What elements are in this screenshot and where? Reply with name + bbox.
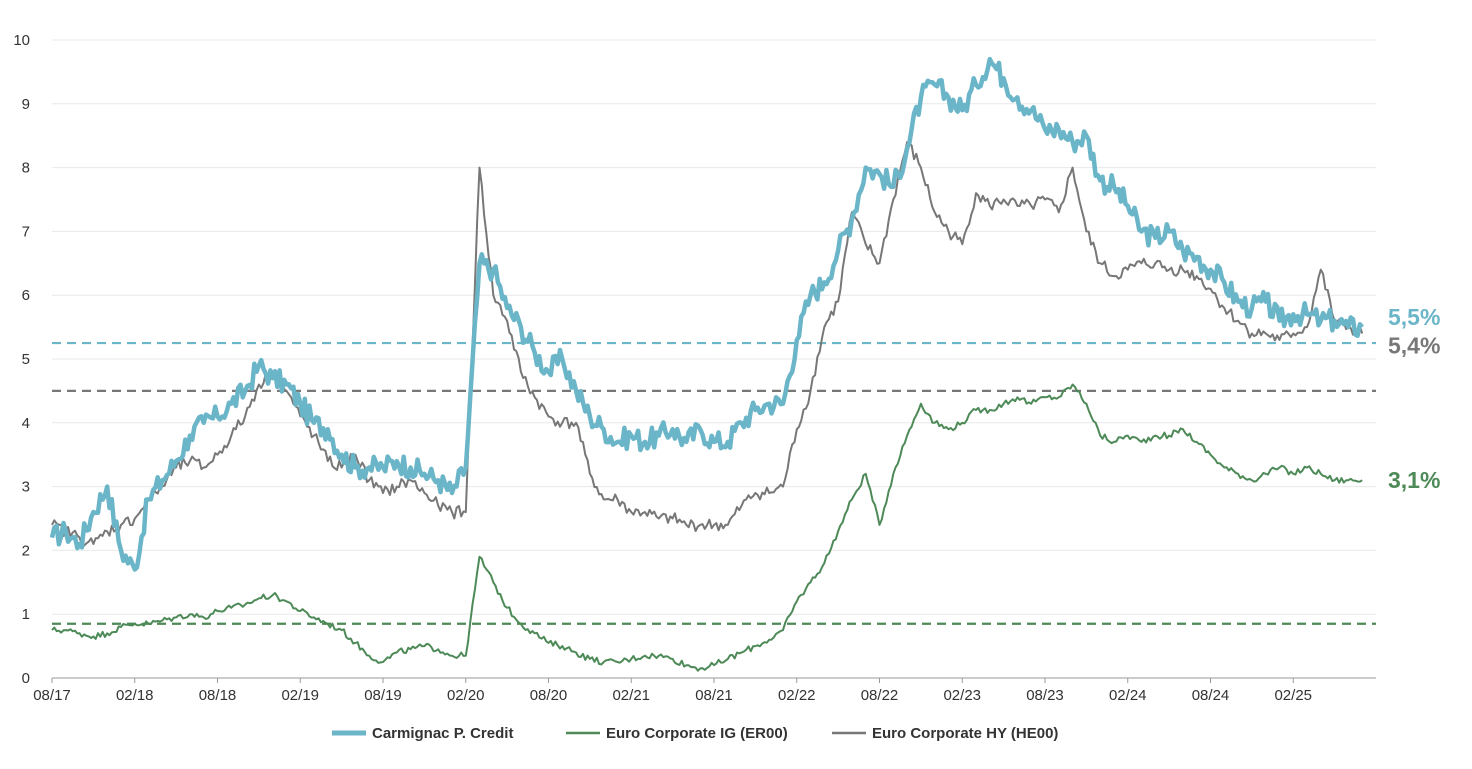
x-tick-label: 08/17 bbox=[33, 687, 71, 704]
end-value-label: 5,4% bbox=[1388, 332, 1440, 358]
x-tick-label: 02/24 bbox=[1109, 687, 1147, 704]
y-tick-label: 8 bbox=[22, 160, 30, 177]
y-tick-label: 9 bbox=[22, 96, 30, 113]
axes: 0 1 2 3 4 5 6 7 8 9 10 08/17 02/18 08/18 02/19 08/19 02/… bbox=[13, 32, 1376, 704]
y-tick-label: 7 bbox=[22, 223, 30, 240]
x-tick-label: 02/18 bbox=[116, 687, 154, 704]
y-tick-label: 6 bbox=[22, 287, 30, 304]
reference-lines bbox=[52, 341, 1376, 625]
y-tick-label: 5 bbox=[22, 351, 30, 368]
end-value-label: 5,5% bbox=[1388, 304, 1440, 330]
x-tick-label: 02/22 bbox=[778, 687, 816, 704]
series-line bbox=[49, 56, 1364, 572]
end-value-label: 3,1% bbox=[1388, 467, 1440, 493]
x-tick-label: 08/18 bbox=[199, 687, 237, 704]
y-tick-label: 2 bbox=[22, 542, 30, 559]
legend: Carmignac P. Credit Euro Corporate IG (ER… bbox=[332, 725, 1058, 742]
x-tick-label: 02/20 bbox=[447, 687, 485, 704]
x-tick-label: 08/20 bbox=[530, 687, 568, 704]
y-tick-label: 4 bbox=[22, 415, 30, 432]
y-tick-label: 10 bbox=[13, 32, 30, 49]
x-tick-label: 08/24 bbox=[1192, 687, 1230, 704]
x-tick-label: 02/19 bbox=[281, 687, 319, 704]
y-tick-label: 1 bbox=[22, 606, 30, 623]
legend-label: Euro Corporate IG (ER00) bbox=[606, 725, 788, 742]
x-tick-label: 08/19 bbox=[364, 687, 402, 704]
gridlines bbox=[52, 39, 1376, 615]
x-tick-label: 02/25 bbox=[1274, 687, 1312, 704]
series-line bbox=[51, 383, 1363, 672]
legend-label: Carmignac P. Credit bbox=[372, 725, 513, 742]
legend-label: Euro Corporate HY (HE00) bbox=[872, 725, 1058, 742]
y-tick-label: 3 bbox=[22, 479, 30, 496]
x-tick-label: 02/23 bbox=[943, 687, 981, 704]
x-tick-label: 08/23 bbox=[1026, 687, 1064, 704]
y-tick-label: 0 bbox=[22, 670, 30, 687]
x-tick-label: 02/21 bbox=[612, 687, 650, 704]
end-labels: 5,5% 3,1% 5,4% bbox=[1388, 304, 1440, 493]
x-tick-label: 08/22 bbox=[861, 687, 899, 704]
series-lines bbox=[49, 56, 1364, 672]
x-tick-label: 08/21 bbox=[695, 687, 733, 704]
